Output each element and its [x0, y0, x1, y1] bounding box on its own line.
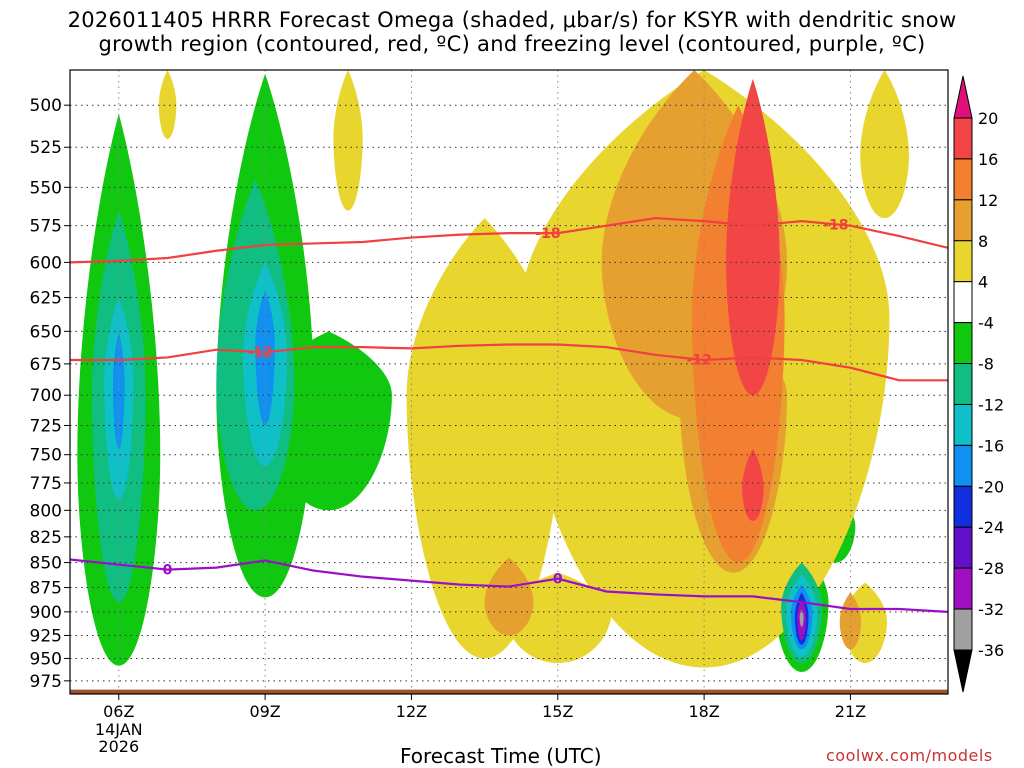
y-tick-label-600: 600: [30, 253, 62, 273]
ground-surface: [70, 689, 948, 694]
dgz-contour-0-label-1: -18: [823, 217, 848, 233]
x-tick-label-06Z: 06Z: [103, 702, 134, 721]
dgz-contour-1: [70, 343, 948, 382]
omega-region-27: [742, 448, 764, 522]
y-tick-label-525: 525: [30, 138, 62, 158]
colorbar-tick-label-10: -24: [978, 518, 1004, 537]
colorbar-tick-label-0: 20: [978, 109, 998, 128]
dgz-contour-1-label-0: -12: [248, 345, 273, 361]
colorbar-bin-1: [953, 117, 973, 160]
omega-shading: [77, 70, 909, 672]
omega-region-26: [726, 78, 780, 396]
colorbar-tick-label-1: 16: [978, 150, 998, 169]
y-tick-label-625: 625: [30, 289, 62, 309]
y-tick-label-875: 875: [30, 579, 62, 599]
colorbar-arrow-top: [953, 75, 973, 119]
omega-region-6: [333, 70, 363, 211]
chart-title-line1: 2026011405 HRRR Forecast Omega (shaded, …: [67, 8, 957, 32]
plot-frame: [69, 69, 949, 695]
y-tick-label-575: 575: [30, 217, 62, 237]
freezing-level-contour-label-1: 0: [553, 572, 563, 588]
colorbar-bin-9: [953, 444, 973, 487]
y-tick-label-775: 775: [30, 474, 62, 494]
colorbar-bin-2: [953, 158, 973, 201]
x-tick-label-09Z: 09Z: [249, 702, 280, 721]
colorbar-tick-label-4: 4: [978, 273, 988, 292]
omega-region-30: [799, 609, 804, 628]
dgz-contour-0-label-0: -18: [535, 226, 560, 242]
axes: 500 525 550 575 600 625 650 675 700 725 750 775 800 8…: [30, 69, 949, 756]
colorbar-bin-3: [953, 199, 973, 242]
y-tick-label-950: 950: [30, 649, 62, 669]
dgz-contour-1-label-1: -12: [687, 353, 712, 369]
colorbar-bin-5: [953, 281, 973, 324]
colorbar-bin-13: [953, 608, 973, 651]
colorbar: 20 16 12 8 4 -4 -8 -12 -16 -20 -24 -28 -32 -36: [953, 75, 1004, 693]
x-axis-label: Forecast Time (UTC): [400, 744, 602, 768]
colorbar-tick-label-7: -12: [978, 395, 1004, 414]
y-tick-label-550: 550: [30, 178, 62, 198]
y-tick-label-725: 725: [30, 416, 62, 436]
y-tick-label-650: 650: [30, 322, 62, 342]
x-tick-label-15Z: 15Z: [542, 702, 573, 721]
y-tick-label-850: 850: [30, 554, 62, 574]
omega-region-11: [860, 70, 909, 219]
omega-region-2: [265, 331, 392, 511]
y-tick-label-675: 675: [30, 355, 62, 375]
y-tick-label-800: 800: [30, 501, 62, 521]
omega-region-17: [484, 557, 534, 636]
y-tick-label-500: 500: [30, 96, 62, 116]
omega-region-24: [255, 290, 275, 426]
x-tick-label-12Z: 12Z: [396, 702, 427, 721]
dgz-contour-0: [70, 217, 948, 264]
y-tick-label-900: 900: [30, 603, 62, 623]
source-credit: coolwx.com/models: [826, 746, 993, 765]
colorbar-tick-label-6: -8: [978, 355, 994, 374]
colorbar-tick-label-11: -28: [978, 559, 1004, 578]
colorbar-tick-label-9: -20: [978, 477, 1004, 496]
y-tick-label-825: 825: [30, 528, 62, 548]
x-date-label-0: 14JAN: [95, 720, 143, 739]
y-tick-label-750: 750: [30, 446, 62, 466]
freezing-level-contour: [70, 558, 948, 613]
colorbar-bin-11: [953, 526, 973, 569]
contours: -18 -18 -12 -12 0 0: [70, 217, 948, 694]
y-tick-label-975: 975: [30, 672, 62, 692]
colorbar-bin-6: [953, 322, 973, 365]
colorbar-tick-label-5: -4: [978, 314, 994, 333]
x-tick-label-18Z: 18Z: [688, 702, 719, 721]
plot-grid: [70, 70, 948, 694]
chart-title-line2: growth region (contoured, red, ºC) and f…: [98, 32, 926, 56]
y-tick-label-700: 700: [30, 386, 62, 406]
x-tick-label-21Z: 21Z: [835, 702, 866, 721]
colorbar-tick-label-8: -16: [978, 436, 1004, 455]
colorbar-bin-7: [953, 363, 973, 405]
colorbar-tick-label-12: -32: [978, 600, 1004, 619]
colorbar-arrow-bottom: [953, 649, 973, 693]
colorbar-tick-label-13: -36: [978, 641, 1004, 660]
colorbar-bin-10: [953, 485, 973, 528]
colorbar-tick-label-3: 8: [978, 232, 988, 251]
freezing-level-contour-label-0: 0: [163, 563, 173, 579]
colorbar-bin-4: [953, 240, 973, 283]
colorbar-bin-8: [953, 403, 973, 446]
colorbar-bin-12: [953, 567, 973, 610]
y-tick-label-925: 925: [30, 626, 62, 646]
x-date-label-1: 2026: [98, 737, 139, 756]
colorbar-tick-label-2: 12: [978, 191, 998, 210]
omega-region-5: [158, 70, 177, 139]
